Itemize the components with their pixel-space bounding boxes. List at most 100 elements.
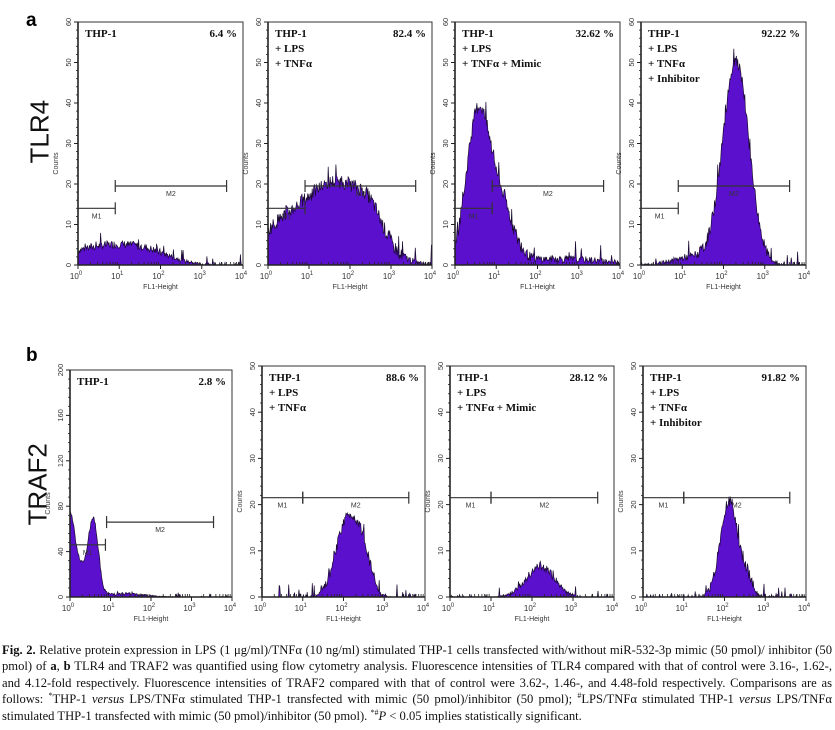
panel-letter-a: a <box>26 10 37 31</box>
x-tick-label: 102 <box>524 603 537 613</box>
y-tick-label: 0 <box>627 263 636 267</box>
caption-fig-label: Fig. 2. <box>2 643 36 657</box>
histogram-area <box>640 48 806 267</box>
x-axis-label: FL1-Height <box>134 616 169 623</box>
caption-versus: versus <box>91 692 125 707</box>
histogram-area <box>267 164 433 267</box>
row-label-tlr4: TLR4 <box>24 99 55 164</box>
x-tick-label: 104 <box>606 603 619 613</box>
x-tick-exponent: 0 <box>263 603 267 609</box>
x-tick-label: 104 <box>224 603 237 613</box>
caption-p-label: P <box>378 708 387 723</box>
y-tick-label: 20 <box>441 180 450 188</box>
panel-letter-b: b <box>26 345 38 366</box>
x-tick-label: 100 <box>635 603 648 613</box>
x-tick-exponent: 3 <box>766 271 770 277</box>
condition-label: + TNFα <box>269 402 307 414</box>
x-tick-label: 103 <box>194 271 207 281</box>
y-tick-label: 10 <box>64 220 73 228</box>
percent-label: 82.4 % <box>393 28 426 40</box>
y-tick-label: 50 <box>64 58 73 66</box>
y-tick-label: 0 <box>254 263 263 267</box>
x-tick-label: 102 <box>335 603 348 613</box>
x-tick-label: 102 <box>342 271 355 281</box>
y-tick-label: 0 <box>441 263 450 267</box>
percent-label: 6.4 % <box>210 28 238 40</box>
y-tick-label: 160 <box>56 409 65 422</box>
x-tick-label: 102 <box>715 271 728 281</box>
x-tick-label: 100 <box>633 271 646 281</box>
x-tick-label: 101 <box>676 603 689 613</box>
x-axis-label: FL1-Height <box>326 616 361 623</box>
y-tick-label: 50 <box>627 58 636 66</box>
y-tick-label: 40 <box>254 99 263 107</box>
x-tick-exponent: 4 <box>433 271 437 277</box>
figure: a b TLR4 TRAF2 0 10 20 30 40 50 60 Counts 100 101… <box>23 10 811 623</box>
y-tick-label: 50 <box>441 58 450 66</box>
caption-text: TLR4 and TRAF2 was quantified using flow… <box>2 659 833 707</box>
x-tick-exponent: 1 <box>492 603 496 609</box>
percent-label: 91.82 % <box>762 372 801 384</box>
condition-label: + TNFα + Mimic <box>462 58 541 70</box>
x-tick-exponent: 1 <box>111 603 115 609</box>
y-tick-label: 20 <box>436 500 445 508</box>
condition-label: THP-1 <box>650 372 682 384</box>
x-tick-exponent: 3 <box>580 271 584 277</box>
gate-label-m1: M1 <box>655 213 665 220</box>
y-tick-label: 40 <box>627 99 636 107</box>
condition-label: + LPS <box>457 387 486 399</box>
gate-label-m1: M1 <box>466 503 476 510</box>
y-axis-label: Counts <box>237 490 244 513</box>
condition-label: + LPS <box>648 43 677 55</box>
condition-label: + TNFα <box>648 58 686 70</box>
gate-label-m1: M1 <box>659 503 669 510</box>
x-axis-label: FL1-Height <box>520 284 555 291</box>
x-tick-label: 104 <box>798 603 811 613</box>
y-tick-label: 10 <box>441 220 450 228</box>
y-tick-label: 60 <box>254 18 263 26</box>
y-tick-label: 120 <box>56 455 65 468</box>
x-tick-exponent: 3 <box>574 603 578 609</box>
x-tick-label: 104 <box>235 271 248 281</box>
gate-label-m2: M2 <box>351 503 361 510</box>
figure-caption: Fig. 2. Relative protein expression in L… <box>2 642 832 724</box>
caption-bold-a: a <box>50 659 57 674</box>
caption-text: LPS/TNFα stimulated THP-1 <box>581 692 740 707</box>
gate-label-m2: M2 <box>539 503 549 510</box>
x-tick-label: 100 <box>442 603 455 613</box>
condition-label: THP-1 <box>457 372 489 384</box>
y-tick-label: 80 <box>56 502 65 510</box>
x-tick-label: 104 <box>798 271 811 281</box>
x-tick-exponent: 4 <box>621 271 625 277</box>
gate-label-m1: M1 <box>282 213 292 220</box>
x-tick-label: 100 <box>447 271 460 281</box>
x-tick-label: 103 <box>376 603 389 613</box>
y-tick-label: 30 <box>441 139 450 147</box>
x-axis-label: FL1-Height <box>143 284 178 291</box>
caption-sup-star: * <box>48 691 53 701</box>
y-tick-label: 10 <box>436 547 445 555</box>
condition-label: + Inhibitor <box>648 73 700 85</box>
y-tick-label: 30 <box>436 454 445 462</box>
histogram-area <box>450 560 614 599</box>
x-tick-exponent: 1 <box>497 271 501 277</box>
x-tick-label: 103 <box>757 271 770 281</box>
x-axis-label: FL1-Height <box>333 284 368 291</box>
y-tick-label: 0 <box>436 595 445 599</box>
y-tick-label: 40 <box>441 99 450 107</box>
x-tick-exponent: 1 <box>683 271 687 277</box>
y-tick-label: 30 <box>254 139 263 147</box>
x-tick-label: 101 <box>483 603 496 613</box>
y-tick-label: 20 <box>627 180 636 188</box>
x-tick-label: 101 <box>488 271 501 281</box>
caption-bold-b: b <box>63 659 71 674</box>
x-tick-exponent: 3 <box>766 603 770 609</box>
x-tick-label: 103 <box>571 271 584 281</box>
x-axis-label: FL1-Height <box>515 616 550 623</box>
y-tick-label: 40 <box>64 99 73 107</box>
